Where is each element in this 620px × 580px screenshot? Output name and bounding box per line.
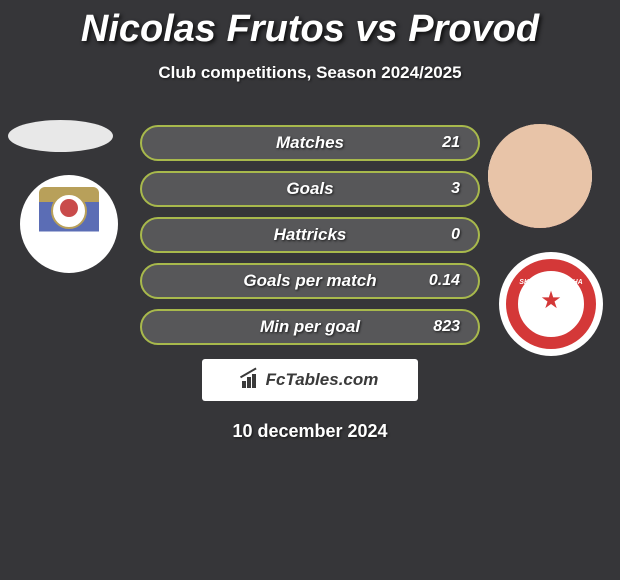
player-left-avatar [8, 120, 113, 152]
stat-value-right: 3 [451, 180, 460, 198]
subtitle: Club competitions, Season 2024/2025 [0, 63, 620, 83]
player-right-avatar [488, 124, 592, 228]
club-left-crest [39, 187, 99, 261]
stat-value-right: 0 [451, 226, 460, 244]
stat-label: Goals per match [243, 271, 376, 291]
stat-value-right: 823 [433, 318, 460, 336]
stat-value-right: 21 [442, 134, 460, 152]
club-left-logo [20, 175, 118, 273]
club-right-logo: SK SLAVIA PRAHA ★ FOTBAL [499, 252, 603, 356]
stat-label: Min per goal [260, 317, 360, 337]
stat-value-right: 0.14 [429, 272, 460, 290]
logo-text: FcTables.com [266, 370, 379, 390]
stat-label: Matches [276, 133, 344, 153]
chart-icon [242, 372, 262, 388]
player-right-face [488, 124, 592, 228]
stat-row-matches: Matches 21 [140, 125, 480, 161]
page-title: Nicolas Frutos vs Provod [0, 0, 620, 51]
stat-label: Hattricks [274, 225, 347, 245]
date-text: 10 december 2024 [0, 421, 620, 442]
club-right-star-icon: ★ [540, 286, 562, 315]
stat-row-goals: Goals 3 [140, 171, 480, 207]
stat-row-hattricks: Hattricks 0 [140, 217, 480, 253]
stats-container: Matches 21 Goals 3 Hattricks 0 Goals per… [140, 125, 480, 345]
stat-row-goals-per-match: Goals per match 0.14 [140, 263, 480, 299]
fctables-logo: FcTables.com [202, 359, 418, 401]
stat-row-min-per-goal: Min per goal 823 [140, 309, 480, 345]
stat-label: Goals [286, 179, 333, 199]
club-right-ring: SK SLAVIA PRAHA ★ FOTBAL [506, 259, 596, 349]
club-right-bottom-text: FOTBAL [518, 320, 584, 329]
